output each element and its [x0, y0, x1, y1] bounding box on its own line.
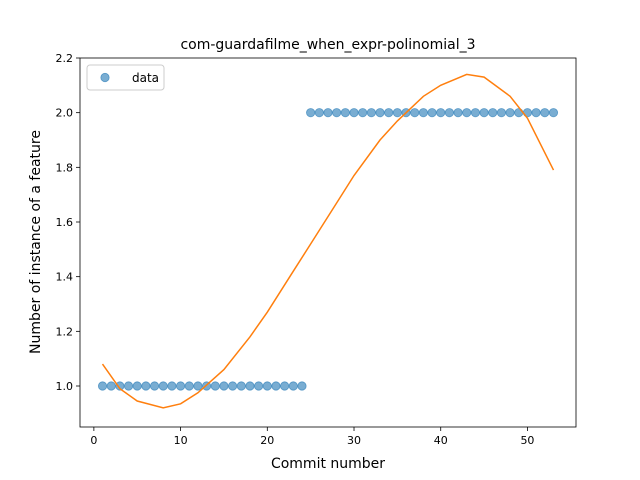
data-point	[479, 108, 489, 118]
data-point	[548, 108, 559, 118]
data-point	[141, 381, 151, 391]
data-point	[462, 108, 472, 118]
data-point	[366, 108, 376, 118]
y-tick-label: 1.2	[56, 325, 74, 338]
x-axis-label: Commit number	[271, 456, 385, 472]
data-point	[184, 381, 194, 391]
data-point	[280, 381, 290, 391]
data-point	[149, 381, 160, 391]
data-point	[540, 108, 550, 118]
data-point	[349, 108, 359, 118]
data-point	[470, 108, 481, 118]
data-point	[436, 108, 446, 118]
y-tick-label: 1.6	[56, 216, 74, 229]
plot-area: 0 10 20 30 40 50 1.0 1.2 1.4 1.6 1.8 2.0 2.2 data	[56, 52, 577, 447]
y-tick-label: 1.4	[56, 271, 74, 284]
data-point	[158, 381, 168, 391]
data-point	[123, 381, 134, 391]
y-tick-label: 1.8	[56, 161, 74, 174]
data-point	[210, 381, 220, 391]
data-point	[245, 381, 255, 391]
data-point	[297, 381, 307, 391]
data-point	[97, 381, 108, 391]
y-axis-label: Number of instance of a feature	[28, 130, 44, 354]
data-point	[496, 108, 507, 118]
y-tick-label: 2.0	[56, 107, 74, 120]
data-point	[271, 381, 281, 391]
data-point	[392, 108, 402, 118]
data-point	[175, 381, 186, 391]
data-point	[323, 108, 333, 118]
data-point	[306, 108, 316, 118]
x-tick-label: 50	[520, 434, 534, 447]
x-tick-label: 0	[90, 434, 97, 447]
data-point	[384, 108, 394, 118]
data-point	[314, 108, 324, 118]
data-point	[453, 108, 463, 118]
data-point	[375, 108, 385, 118]
data-point	[418, 108, 428, 118]
y-tick-label: 2.2	[56, 52, 74, 65]
data-point	[531, 108, 541, 118]
legend-label: data	[132, 71, 159, 85]
data-point	[167, 381, 177, 391]
axes-frame	[79, 57, 577, 428]
data-point	[358, 108, 368, 118]
data-point	[288, 381, 298, 391]
data-point	[340, 108, 350, 118]
x-tick-label: 10	[174, 434, 188, 447]
legend-marker	[100, 72, 110, 83]
y-tick-label: 1.0	[56, 380, 74, 393]
data-point	[262, 381, 272, 391]
data-point	[254, 381, 264, 391]
data-point	[106, 381, 116, 391]
data-point	[505, 108, 515, 118]
data-point	[488, 108, 498, 118]
x-tick-label: 30	[347, 434, 361, 447]
data-point	[236, 381, 246, 391]
data-point	[427, 108, 437, 118]
x-tick-label: 40	[434, 434, 448, 447]
data-point	[444, 108, 454, 118]
data-point	[193, 381, 203, 391]
fit-curve-line	[101, 73, 555, 409]
data-point	[228, 381, 238, 391]
chart-title: com-guardafilme_when_expr-polinomial_3	[180, 37, 475, 53]
x-tick-label: 20	[260, 434, 274, 447]
data-point	[332, 108, 342, 118]
data-point	[132, 381, 142, 391]
data-point	[410, 108, 420, 118]
legend-box	[86, 64, 165, 91]
data-point	[219, 381, 229, 391]
